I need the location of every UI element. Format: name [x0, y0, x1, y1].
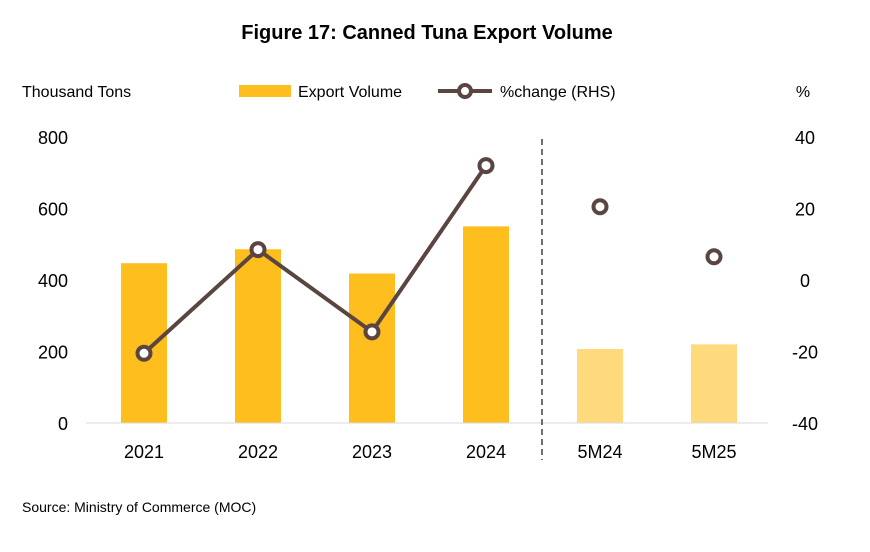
bar-2022 — [235, 249, 281, 423]
bar-5M25 — [691, 344, 737, 423]
y-tick-right: 0 — [800, 271, 810, 291]
pct-marker-2021 — [135, 344, 153, 362]
y-tick-right: 40 — [795, 128, 815, 148]
pct-marker-2022 — [249, 241, 267, 259]
legend-line-marker — [457, 83, 473, 99]
y-tick-left: 800 — [38, 128, 68, 148]
y-axis-label-right: % — [796, 84, 810, 101]
y-tick-left: 600 — [38, 200, 68, 220]
x-tick-2024: 2024 — [466, 442, 506, 462]
bar-2024 — [463, 226, 509, 423]
y-ticks-left: 800 600 400 200 0 — [38, 128, 68, 434]
chart-title: Figure 17: Canned Tuna Export Volume — [241, 22, 613, 44]
y-tick-right: 20 — [795, 200, 815, 220]
y-axis-label-left: Thousand Tons — [22, 84, 131, 101]
pct-marker-2023 — [363, 323, 381, 341]
y-tick-right: -20 — [792, 343, 818, 363]
legend: Export Volume %change (RHS) — [239, 83, 616, 101]
bars — [121, 226, 737, 423]
bar-2023 — [349, 273, 395, 423]
pct-marker-5M24 — [591, 198, 609, 216]
x-tick-5M25: 5M25 — [691, 442, 736, 462]
source-note: Source: Ministry of Commerce (MOC) — [22, 499, 256, 515]
pct-marker-2024 — [477, 157, 495, 175]
legend-bar-swatch — [239, 85, 291, 97]
bar-2021 — [121, 263, 167, 423]
legend-bar-label: Export Volume — [298, 84, 402, 101]
legend-line-label: %change (RHS) — [500, 84, 616, 101]
pct-marker-5M25 — [705, 248, 723, 266]
line-markers — [135, 157, 723, 362]
y-tick-left: 200 — [38, 343, 68, 363]
y-tick-left: 0 — [58, 414, 68, 434]
bar-5M24 — [577, 348, 623, 423]
x-ticks: 2021 2022 2023 2024 5M24 5M25 — [124, 442, 737, 462]
x-tick-2021: 2021 — [124, 442, 164, 462]
pct-change-line — [142, 164, 488, 355]
y-ticks-right: 40 20 0 -20 -40 — [792, 128, 818, 434]
line-series — [142, 164, 488, 355]
y-tick-left: 400 — [38, 271, 68, 291]
x-tick-2022: 2022 — [238, 442, 278, 462]
y-tick-right: -40 — [792, 414, 818, 434]
x-tick-5M24: 5M24 — [577, 442, 622, 462]
x-tick-2023: 2023 — [352, 442, 392, 462]
